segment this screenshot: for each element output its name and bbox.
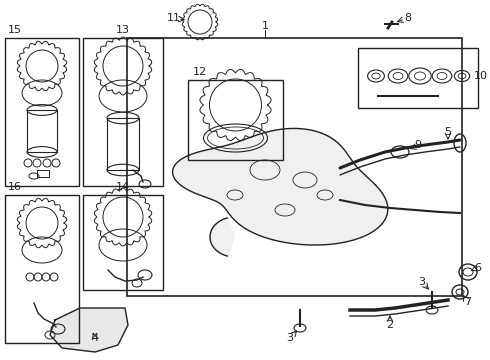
Text: 16: 16 [8, 182, 22, 192]
Bar [127, 38, 462, 296]
Bar [27, 110, 57, 152]
Text: 9: 9 [415, 140, 421, 150]
Text: 8: 8 [404, 13, 412, 23]
Text: 13: 13 [116, 25, 130, 35]
Text: 1: 1 [262, 21, 269, 31]
Text: 11: 11 [167, 13, 181, 23]
Bar [83, 195, 163, 290]
Text: 3: 3 [418, 277, 425, 287]
Text: 2: 2 [387, 320, 393, 330]
Text: 6: 6 [474, 263, 482, 273]
Text: 4: 4 [92, 333, 98, 343]
Text: 15: 15 [8, 25, 22, 35]
Text: 12: 12 [193, 67, 207, 77]
Polygon shape [50, 308, 128, 352]
Bar [107, 118, 139, 170]
Text: 14: 14 [116, 182, 130, 192]
Bar [358, 48, 478, 108]
Bar [188, 80, 283, 160]
Polygon shape [172, 129, 388, 245]
Text: 7: 7 [465, 297, 471, 307]
Bar [37, 170, 49, 177]
Bar [83, 38, 163, 186]
Bar [5, 195, 79, 343]
Text: 10: 10 [474, 71, 488, 81]
Text: 3: 3 [287, 333, 294, 343]
Bar [5, 38, 79, 186]
Text: 5: 5 [444, 127, 451, 137]
Polygon shape [210, 218, 235, 256]
